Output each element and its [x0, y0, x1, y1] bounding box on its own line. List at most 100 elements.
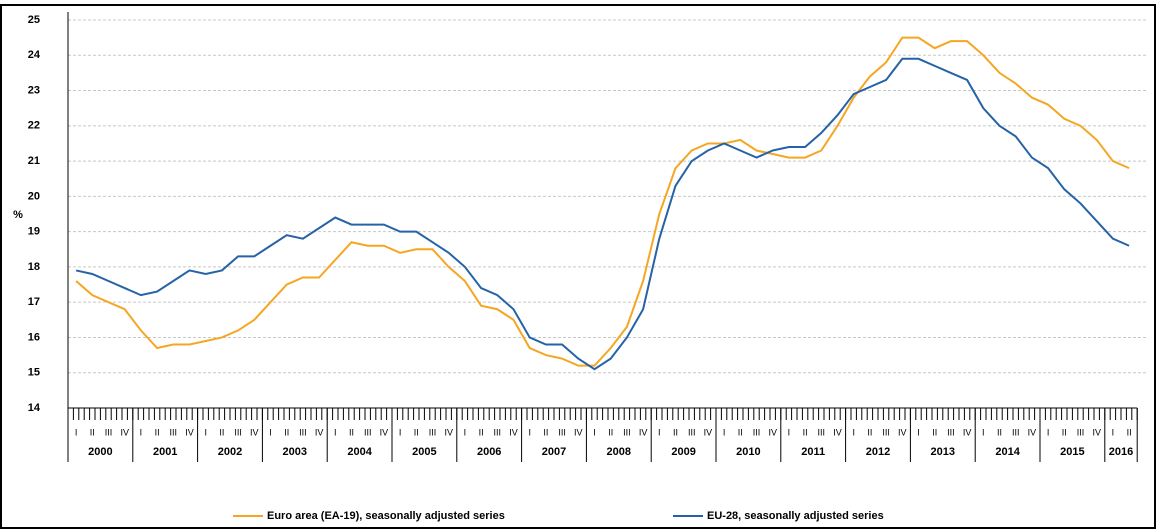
quarter-label: IV — [639, 427, 648, 437]
year-label: 2011 — [801, 446, 825, 458]
quarter-label: II — [673, 427, 678, 437]
year-label: 2002 — [218, 446, 242, 458]
quarter-label: I — [140, 427, 143, 437]
quarter-label: IV — [250, 427, 259, 437]
quarter-label: I — [723, 427, 726, 437]
quarter-label: II — [219, 427, 224, 437]
year-label: 2009 — [671, 446, 695, 458]
quarter-label: III — [170, 427, 178, 437]
quarter-label: II — [349, 427, 354, 437]
quarter-label: III — [623, 427, 631, 437]
quarter-label: I — [982, 427, 985, 437]
legend-label: EU-28, seasonally adjusted series — [707, 510, 884, 522]
year-label: 2012 — [866, 446, 890, 458]
year-label: 2004 — [347, 446, 372, 458]
quarter-label: I — [917, 427, 920, 437]
quarter-label: III — [1077, 427, 1085, 437]
year-label: 2006 — [477, 446, 501, 458]
quarter-label: I — [1112, 427, 1115, 437]
quarter-label: III — [558, 427, 566, 437]
quarter-label: I — [788, 427, 791, 437]
year-label: 2000 — [88, 446, 112, 458]
y-tick-label: 22 — [28, 120, 40, 132]
year-label: 2010 — [736, 446, 760, 458]
quarter-label: I — [399, 427, 402, 437]
quarter-label: I — [204, 427, 207, 437]
quarter-label: III — [299, 427, 307, 437]
year-label: 2008 — [607, 446, 631, 458]
y-tick-label: 25 — [28, 14, 40, 26]
series-line — [75, 57, 1130, 371]
y-tick-label: 20 — [28, 190, 40, 202]
quarter-label: II — [803, 427, 808, 437]
quarter-label: IV — [704, 427, 713, 437]
quarter-label: III — [818, 427, 826, 437]
y-tick-label: 15 — [28, 367, 40, 379]
quarter-label: I — [269, 427, 272, 437]
quarter-label: II — [479, 427, 484, 437]
quarter-label: II — [284, 427, 289, 437]
quarter-label: I — [75, 427, 78, 437]
quarter-label: II — [1127, 427, 1132, 437]
quarter-label: IV — [833, 427, 842, 437]
quarter-label: IV — [380, 427, 389, 437]
y-axis-label: % — [13, 209, 23, 221]
year-label: 2016 — [1109, 446, 1133, 458]
year-label: 2007 — [542, 446, 566, 458]
quarter-label: II — [90, 427, 95, 437]
quarter-label: III — [105, 427, 113, 437]
quarter-label: III — [753, 427, 761, 437]
y-tick-label: 17 — [28, 296, 40, 308]
y-tick-label: 21 — [28, 155, 40, 167]
quarter-label: I — [1047, 427, 1050, 437]
quarter-label: III — [234, 427, 242, 437]
quarter-label: IV — [185, 427, 194, 437]
quarter-label: II — [155, 427, 160, 437]
quarter-label: I — [658, 427, 661, 437]
quarter-label: II — [608, 427, 613, 437]
quarter-label: II — [414, 427, 419, 437]
quarter-label: IV — [315, 427, 324, 437]
quarter-label: IV — [1092, 427, 1101, 437]
quarter-label: IV — [444, 427, 453, 437]
year-label: 2014 — [995, 446, 1020, 458]
quarter-label: III — [364, 427, 372, 437]
quarter-label: III — [494, 427, 502, 437]
series-line — [75, 36, 1130, 367]
y-tick-label: 19 — [28, 226, 40, 238]
quarter-label: I — [593, 427, 596, 437]
quarter-label: IV — [509, 427, 518, 437]
y-tick-label: 16 — [28, 331, 40, 343]
quarter-label: IV — [574, 427, 583, 437]
year-label: 2015 — [1060, 446, 1084, 458]
year-label: 2005 — [412, 446, 436, 458]
y-tick-label: 23 — [28, 84, 40, 96]
frame — [0, 4, 1156, 529]
y-tick-label: 24 — [28, 49, 41, 61]
year-label: 2003 — [283, 446, 307, 458]
year-label: 2013 — [931, 446, 955, 458]
quarter-label: IV — [768, 427, 777, 437]
quarter-label: II — [738, 427, 743, 437]
quarter-label: IV — [1028, 427, 1037, 437]
quarter-label: II — [867, 427, 872, 437]
quarter-label: III — [429, 427, 437, 437]
quarter-label: II — [543, 427, 548, 437]
quarter-label: I — [852, 427, 855, 437]
quarter-label: IV — [963, 427, 972, 437]
quarter-label: I — [464, 427, 467, 437]
quarter-label: III — [1012, 427, 1020, 437]
year-label: 2001 — [153, 446, 177, 458]
quarter-label: II — [997, 427, 1002, 437]
quarter-label: III — [947, 427, 955, 437]
quarter-label: III — [882, 427, 890, 437]
legend-label: Euro area (EA-19), seasonally adjusted s… — [267, 510, 505, 522]
quarter-label: IV — [120, 427, 129, 437]
quarter-label: III — [688, 427, 696, 437]
quarter-label: I — [528, 427, 531, 437]
quarter-label: I — [334, 427, 337, 437]
quarter-label: IV — [898, 427, 907, 437]
y-tick-label: 18 — [28, 261, 40, 273]
quarter-label: II — [932, 427, 937, 437]
